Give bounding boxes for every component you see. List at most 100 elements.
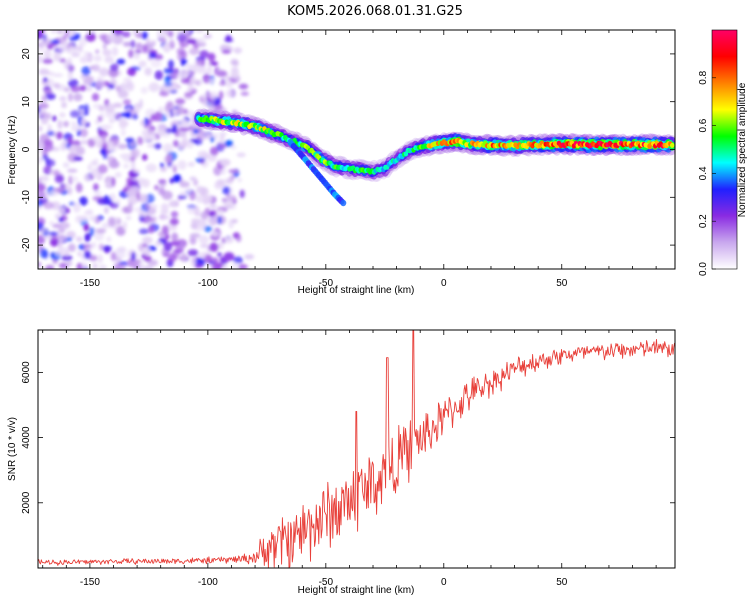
noise-blob: [82, 54, 94, 61]
noise-blob: [187, 71, 192, 76]
noise-blob: [144, 67, 152, 76]
noise-blob: [233, 47, 243, 54]
noise-blob: [175, 98, 186, 105]
noise-blob: [231, 261, 239, 269]
noise-blob: [98, 33, 108, 40]
noise-blob: [59, 112, 66, 118]
noise-blob: [160, 166, 167, 172]
noise-blob: [150, 115, 159, 121]
noise-blob: [193, 205, 200, 216]
noise-blob: [215, 105, 223, 110]
noise-blob: [148, 224, 155, 234]
noise-blob: [45, 78, 55, 88]
noise-blob: [165, 127, 174, 134]
noise-blob: [240, 91, 249, 96]
noise-blob: [161, 37, 167, 43]
spec-xtick-label: -100: [198, 278, 218, 289]
noise-blob: [120, 112, 132, 118]
noise-blob: [83, 251, 92, 259]
noise-blob: [120, 82, 127, 92]
noise-blob: [148, 82, 160, 92]
noise-blob: [172, 108, 177, 116]
noise-blob: [160, 209, 169, 214]
noise-blob: [213, 133, 219, 141]
noise-blob: [176, 107, 186, 115]
noise-blob: [92, 136, 102, 143]
noise-blob: [111, 46, 119, 57]
noise-blob: [48, 231, 59, 236]
noise-blob: [195, 30, 204, 34]
noise-blob: [139, 98, 143, 109]
noise-blob: [214, 181, 224, 190]
noise-blob: [38, 47, 45, 52]
noise-blob: [150, 59, 162, 68]
noise-blob: [106, 236, 112, 243]
noise-blob: [129, 156, 136, 161]
noise-blob: [80, 139, 88, 145]
noise-blob: [202, 195, 210, 206]
noise-blob: [98, 264, 107, 269]
noise-blob: [135, 32, 143, 38]
noise-blob: [90, 160, 98, 166]
noise-blob: [147, 259, 158, 267]
noise-blob: [58, 44, 69, 53]
noise-blob: [40, 227, 49, 234]
noise-blob: [123, 77, 132, 83]
noise-blob: [159, 162, 165, 168]
noise-blob: [208, 104, 215, 113]
noise-blob: [225, 35, 232, 42]
noise-blob: [209, 146, 219, 157]
noise-blob: [237, 177, 242, 183]
noise-blob: [105, 103, 116, 113]
noise-blob: [86, 86, 92, 92]
noise-blob: [42, 154, 49, 161]
noise-blob: [196, 129, 206, 136]
noise-blob: [179, 118, 189, 128]
noise-blob: [122, 41, 133, 47]
noise-blob: [224, 140, 234, 147]
noise-blob: [230, 58, 239, 66]
noise-blob: [209, 242, 219, 252]
branch-blob: [340, 199, 347, 207]
noise-blob: [182, 30, 190, 36]
noise-blob: [132, 113, 138, 120]
noise-blob: [125, 215, 132, 221]
noise-blob: [133, 262, 140, 269]
noise-blob: [75, 183, 83, 193]
noise-blob: [209, 61, 219, 66]
noise-blob: [199, 244, 210, 248]
noise-blob: [217, 252, 222, 257]
noise-blob: [150, 134, 156, 141]
noise-blob: [83, 77, 93, 86]
noise-blob: [66, 260, 73, 267]
noise-blob: [179, 40, 186, 49]
noise-blob: [210, 136, 215, 143]
noise-blob: [75, 146, 85, 156]
noise-blob: [92, 262, 98, 269]
noise-blob: [39, 248, 48, 259]
noise-blob: [104, 206, 109, 214]
noise-blob: [138, 210, 148, 217]
noise-blob: [207, 194, 214, 199]
noise-blob: [147, 118, 152, 127]
noise-blob: [92, 64, 100, 72]
noise-blob: [220, 169, 226, 175]
noise-blob: [156, 30, 166, 39]
noise-blob: [68, 78, 79, 89]
noise-blob: [93, 103, 101, 109]
noise-blob: [38, 125, 43, 132]
noise-blob: [68, 92, 73, 102]
noise-blob: [71, 121, 77, 126]
noise-blob: [195, 37, 206, 44]
noise-blob: [112, 102, 123, 108]
noise-blob: [231, 219, 238, 224]
noise-blob: [131, 161, 136, 171]
noise-blob: [61, 101, 67, 109]
noise-blob: [161, 215, 170, 220]
noise-blob: [90, 65, 95, 70]
noise-blob: [244, 253, 255, 260]
noise-blob: [79, 196, 88, 206]
noise-blob: [59, 58, 67, 63]
noise-blob: [146, 128, 154, 135]
